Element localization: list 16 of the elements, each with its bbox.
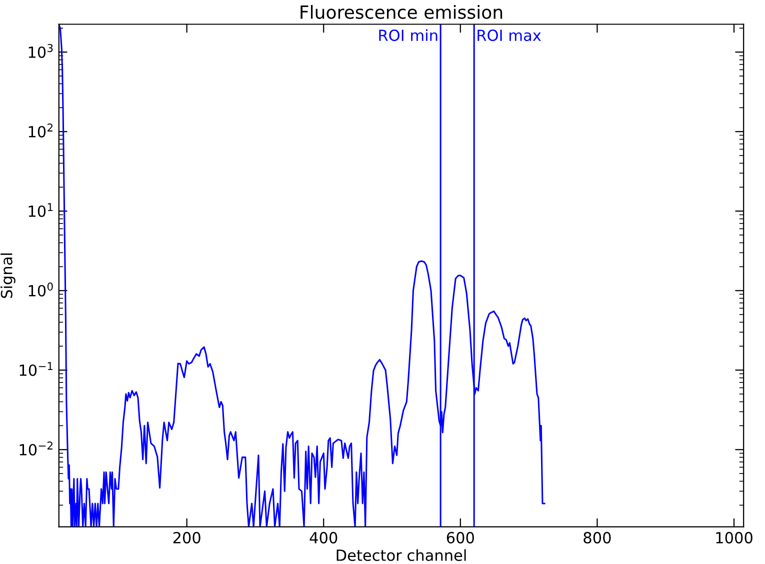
x-tick-label: 200 [173, 532, 200, 544]
y-tick-label: 10$^{3}$ [28, 44, 53, 58]
y-tick-label: 10$^{−2}$ [20, 442, 52, 456]
ref-line-label: ROI min [379, 29, 438, 42]
y-axis-title: Signal [0, 253, 16, 298]
y-tick-label: 10$^{1}$ [28, 203, 53, 218]
x-tick-label: 400 [310, 532, 338, 544]
x-axis-title: Detector channel [336, 549, 466, 562]
x-tick-label: 1000 [716, 532, 752, 544]
y-tick-label: 10$^{2}$ [28, 124, 52, 138]
x-tick-label: 600 [446, 532, 474, 544]
chart-title: Fluorescence emission [300, 4, 502, 19]
y-tick-label: 10$^{−1}$ [20, 362, 53, 376]
x-tick-label: 800 [584, 532, 611, 544]
y-tick-label: 10$^{0}$ [28, 282, 53, 297]
ref-line-label: ROI max [478, 30, 541, 42]
